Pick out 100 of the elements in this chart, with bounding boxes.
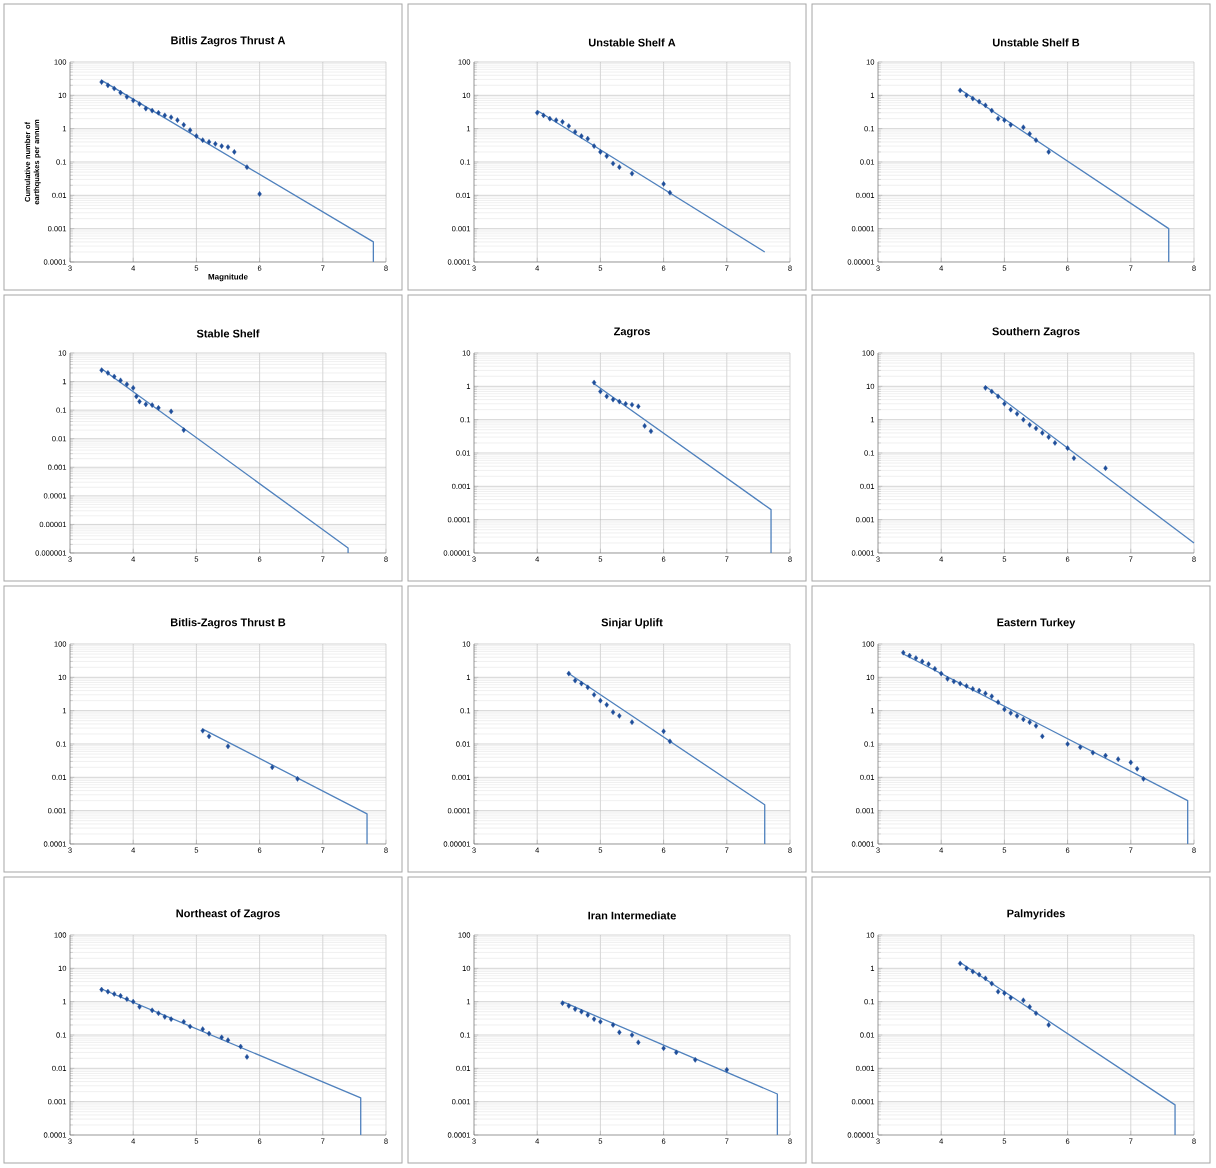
- point: [604, 153, 609, 159]
- point: [1103, 752, 1108, 759]
- point: [187, 127, 193, 133]
- point: [206, 139, 212, 145]
- point: [168, 408, 174, 415]
- point: [1065, 445, 1070, 451]
- point: [989, 693, 994, 700]
- point: [579, 133, 584, 139]
- point: [964, 92, 969, 99]
- point: [175, 117, 180, 123]
- point: [610, 1022, 616, 1028]
- point: [901, 649, 906, 656]
- point: [1052, 440, 1058, 446]
- point: [1008, 710, 1013, 716]
- point: [105, 82, 111, 89]
- point: [168, 114, 174, 121]
- point: [970, 686, 975, 692]
- point: [629, 170, 635, 177]
- point: [907, 652, 912, 659]
- point: [724, 1067, 729, 1073]
- point: [213, 141, 218, 147]
- point: [976, 98, 982, 105]
- point: [661, 181, 666, 187]
- point: [257, 191, 262, 197]
- point: [232, 149, 237, 155]
- point: [995, 393, 1001, 400]
- point: [995, 699, 1001, 705]
- point: [989, 107, 994, 114]
- point: [572, 129, 578, 135]
- point: [137, 1004, 142, 1010]
- point: [572, 677, 578, 684]
- point: [579, 680, 584, 687]
- point: [219, 143, 224, 149]
- point: [1021, 716, 1026, 723]
- point: [667, 189, 673, 196]
- point: [118, 377, 123, 384]
- point: [610, 709, 616, 715]
- point: [105, 370, 111, 376]
- point: [591, 379, 597, 386]
- point: [124, 996, 130, 1002]
- point: [970, 968, 975, 975]
- point: [617, 713, 622, 719]
- point: [585, 1012, 590, 1018]
- point: [156, 1010, 161, 1017]
- point: [591, 1016, 597, 1022]
- point: [1014, 713, 1020, 719]
- point: [156, 109, 161, 116]
- point: [970, 95, 975, 102]
- point: [983, 385, 988, 391]
- point: [181, 122, 186, 128]
- point: [1014, 410, 1020, 417]
- chart-title: Southern Zagros: [992, 327, 1080, 338]
- point: [187, 1023, 193, 1030]
- chart-title: Bitlis-Zagros Thrust B: [170, 618, 286, 629]
- point: [206, 1030, 212, 1037]
- point: [958, 87, 963, 94]
- point: [200, 137, 205, 144]
- point: [964, 683, 969, 689]
- point: [579, 1008, 584, 1015]
- chart-title: Palmyrides: [1007, 909, 1065, 920]
- point: [1002, 117, 1007, 123]
- point: [951, 678, 956, 685]
- point: [989, 388, 994, 395]
- point: [1021, 416, 1026, 423]
- point: [610, 396, 616, 403]
- point: [1103, 465, 1108, 471]
- point: [964, 965, 969, 972]
- point: [541, 112, 546, 119]
- point: [572, 1006, 578, 1012]
- point: [629, 401, 635, 408]
- point: [623, 400, 628, 407]
- point: [270, 764, 275, 771]
- point: [636, 403, 641, 410]
- point: [1008, 122, 1013, 128]
- point: [976, 971, 982, 978]
- point: [642, 423, 647, 429]
- point: [134, 393, 139, 400]
- point: [983, 102, 988, 109]
- point: [1033, 1010, 1039, 1017]
- point: [295, 776, 300, 782]
- point: [591, 691, 597, 698]
- point: [566, 1003, 571, 1009]
- point: [983, 975, 988, 982]
- point: [661, 728, 666, 735]
- chart-title: Stable Shelf: [196, 329, 260, 338]
- chart-title: Sinjar Uplift: [601, 618, 663, 629]
- point: [1046, 1022, 1051, 1028]
- point: [1033, 425, 1039, 432]
- point: [1078, 744, 1083, 751]
- point: [244, 1054, 250, 1060]
- point: [118, 89, 123, 96]
- point: [1141, 776, 1146, 782]
- point: [131, 97, 136, 104]
- point: [1134, 766, 1140, 772]
- point: [131, 998, 136, 1005]
- point: [913, 655, 919, 661]
- point: [995, 115, 1001, 122]
- point: [168, 1016, 174, 1022]
- point: [598, 149, 603, 155]
- point: [598, 697, 603, 704]
